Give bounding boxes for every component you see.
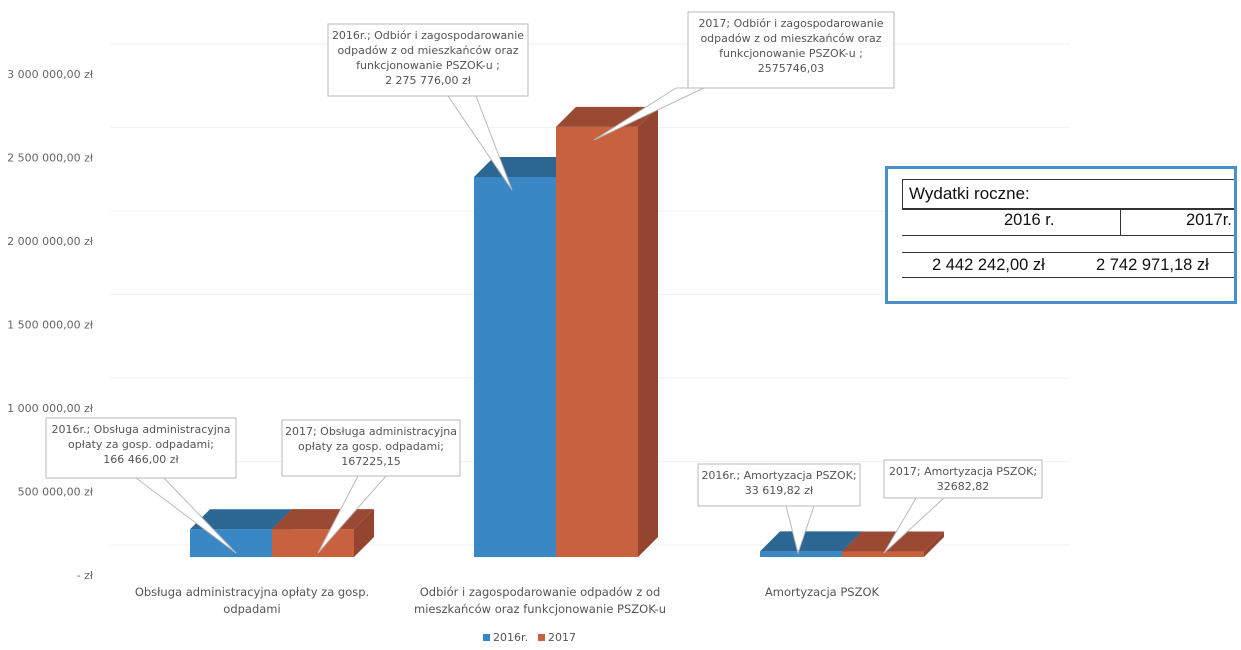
data-label: 2017; Obsługa administracyjna opłaty za g… bbox=[282, 424, 460, 469]
callout-box bbox=[883, 459, 1043, 499]
data-label-line: 2017; Odbiór i zagospodarowanie bbox=[698, 17, 884, 30]
bars bbox=[190, 106, 944, 558]
table-divider bbox=[902, 235, 1234, 236]
bar-2017-2 bbox=[842, 551, 924, 557]
table-title: Wydatki roczne: bbox=[902, 179, 1234, 209]
data-label-line: 167225,15 bbox=[341, 455, 401, 468]
callout-pointer bbox=[785, 505, 815, 555]
legend-swatch-2016 bbox=[483, 634, 490, 641]
legend-item-2017: 2017 bbox=[538, 631, 576, 644]
data-label-line: odpadów z od mieszkańców oraz bbox=[337, 44, 519, 57]
data-label: 2016r.; Obsługa administracyjna opłaty za… bbox=[46, 422, 236, 467]
legend-label-2016: 2016r. bbox=[493, 631, 529, 644]
table-divider bbox=[902, 209, 1234, 210]
callout-pointer bbox=[134, 477, 237, 554]
bar-side-2017-0 bbox=[354, 509, 374, 557]
data-label-line: 2016r.; Obsługa administracyjna bbox=[51, 423, 231, 436]
callout-pointer bbox=[317, 475, 388, 554]
category-label: Amortyzacja PSZOK bbox=[672, 584, 972, 601]
data-label-line: 2016r.; Amortyzacja PSZOK; bbox=[701, 469, 857, 482]
bar-2016r.-1 bbox=[474, 176, 556, 557]
category-label-line: odpadami bbox=[223, 602, 281, 616]
callout-pointer bbox=[883, 497, 946, 554]
data-label-line: opłaty za gosp. odpadami; bbox=[298, 440, 444, 453]
bar-2016r.-0 bbox=[190, 529, 272, 557]
bar-2017-1 bbox=[556, 126, 638, 558]
y-tick-label: 1 500 000,00 zł bbox=[7, 319, 94, 332]
callout-box bbox=[697, 463, 861, 507]
data-label-line: 2 275 776,00 zł bbox=[385, 74, 471, 87]
category-label: Odbiór i zagospodarowanie odpadów z od mi… bbox=[390, 584, 690, 618]
y-tick-label: 2 000 000,00 zł bbox=[7, 235, 94, 248]
data-label-line: 166 466,00 zł bbox=[103, 453, 179, 466]
callout-box bbox=[687, 11, 895, 89]
callout-box bbox=[45, 417, 237, 479]
y-tick-label: 1 000 000,00 zł bbox=[7, 402, 94, 415]
callout-pointer bbox=[447, 95, 513, 191]
table-value-2017: 2 742 971,18 zł bbox=[1096, 256, 1209, 274]
bar-top-2016r.-0 bbox=[190, 509, 292, 530]
data-label-line: 33 619,82 zł bbox=[744, 484, 814, 497]
data-label: 2016r.; Amortyzacja PSZOK; 33 619,82 zł bbox=[698, 468, 860, 498]
category-label-line: mieszkańców oraz funkcjonowanie PSZOK-u bbox=[414, 602, 666, 616]
y-tick-label: 3 000 000,00 zł bbox=[7, 68, 94, 81]
callout-box bbox=[281, 419, 461, 477]
bar-top-2016r.-2 bbox=[760, 531, 862, 552]
data-label: 2016r.; Odbiór i zagospodarowanie odpadów… bbox=[328, 28, 528, 88]
table-value-2016: 2 442 242,00 zł bbox=[932, 256, 1045, 274]
legend: 2016r. 2017 bbox=[483, 631, 576, 644]
data-label-line: 2575746,03 bbox=[757, 62, 825, 75]
y-tick-label: - zł bbox=[77, 569, 94, 582]
data-label-line: funkcjonowanie PSZOK-u ; bbox=[356, 59, 500, 72]
data-label-line: 2016r.; Odbiór i zagospodarowanie bbox=[331, 29, 525, 42]
bar-side-2017-2 bbox=[924, 531, 944, 557]
legend-label-2017: 2017 bbox=[548, 631, 577, 644]
category-label: Obsługa administracyjna opłaty za gosp. o… bbox=[102, 584, 402, 618]
category-label-line: Odbiór i zagospodarowanie odpadów z od bbox=[419, 585, 661, 599]
legend-item-2016: 2016r. bbox=[483, 631, 528, 644]
data-label-line: 2017; Obsługa administracyjna bbox=[284, 425, 458, 438]
y-tick-label: 2 500 000,00 zł bbox=[7, 152, 94, 165]
data-label-line: 32682,82 bbox=[936, 480, 990, 493]
data-label: 2017; Odbiór i zagospodarowanie odpadów z… bbox=[688, 16, 894, 76]
category-label-line: Amortyzacja PSZOK bbox=[764, 585, 880, 599]
callout-box bbox=[327, 23, 529, 97]
bar-2016r.-2 bbox=[760, 551, 842, 557]
annual-expenses-table: Wydatki roczne: 2016 r. 2017r. 2 442 242… bbox=[885, 166, 1237, 304]
data-label-line: 2017; Amortyzacja PSZOK; bbox=[888, 465, 1038, 478]
category-label-line: Obsługa administracyjna opłaty za gosp. bbox=[134, 585, 370, 599]
data-label-line: opłaty za gosp. odpadami; bbox=[68, 438, 214, 451]
table-divider bbox=[902, 252, 1234, 253]
data-label-line: funkcjonowanie PSZOK-u ; bbox=[719, 47, 863, 60]
data-label: 2017; Amortyzacja PSZOK; 32682,82 bbox=[884, 464, 1042, 494]
data-label-line: odpadów z od mieszkańców oraz bbox=[700, 32, 882, 45]
callout-pointer bbox=[593, 87, 705, 141]
table-divider bbox=[902, 277, 1234, 278]
bar-side-2017-1 bbox=[638, 106, 658, 558]
table-column-divider bbox=[1120, 209, 1121, 235]
y-axis: - zł 500 000,00 zł 1 000 000,00 zł 1 500 00… bbox=[7, 68, 94, 582]
bar-2017-0 bbox=[272, 529, 354, 557]
table-header-2016: 2016 r. bbox=[1004, 211, 1055, 229]
y-tick-label: 500 000,00 zł bbox=[18, 486, 94, 499]
data-label-callouts bbox=[45, 11, 1043, 555]
table-header-2017: 2017r. bbox=[1186, 211, 1232, 229]
legend-swatch-2017 bbox=[538, 634, 546, 641]
